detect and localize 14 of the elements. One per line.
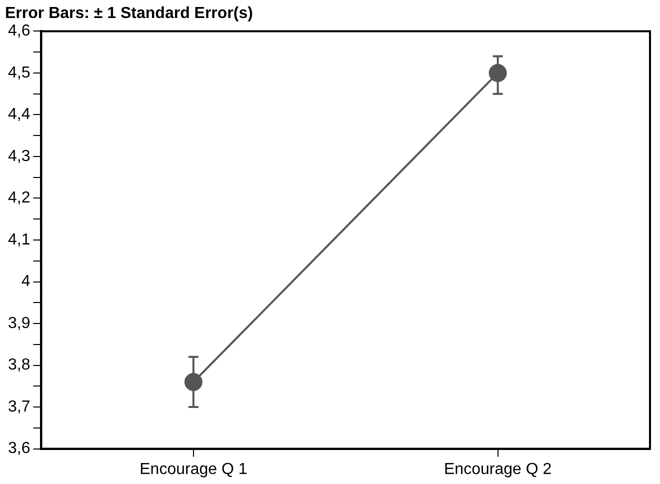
y-tick-label: 4,1 xyxy=(8,231,30,248)
y-tick-label: 4,6 xyxy=(8,22,30,40)
y-tick-label: 3,6 xyxy=(8,440,30,458)
y-tick-label: 4 xyxy=(21,273,30,290)
y-tick-label: 3,7 xyxy=(8,398,30,416)
y-tick-label: 3,9 xyxy=(8,314,30,332)
y-tick-label: 3,8 xyxy=(8,356,30,374)
y-tick-label: 4,4 xyxy=(8,106,30,124)
x-tick-label: Encourage Q 1 xyxy=(140,460,248,478)
chart-title: Error Bars: ± 1 Standard Error(s) xyxy=(5,5,253,22)
y-tick-label: 4,2 xyxy=(8,190,30,207)
y-tick-label: 4,5 xyxy=(8,64,30,82)
x-tick-label: Encourage Q 2 xyxy=(444,460,552,478)
y-tick-label: 4,3 xyxy=(8,148,30,165)
